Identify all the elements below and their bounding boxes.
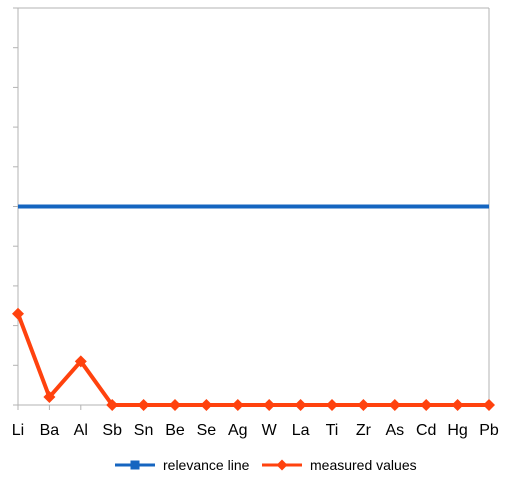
- x-tick-label: Zr: [356, 422, 372, 439]
- legend: relevance line measured values: [115, 457, 417, 473]
- x-tick-label: Ba: [40, 422, 60, 439]
- legend-label: measured values: [310, 457, 417, 473]
- x-tick-label: Al: [74, 422, 88, 439]
- x-axis-labels: Li Ba Al Sb Sn Be Se Ag W La Ti Zr As Cd Hg Pb: [12, 422, 499, 439]
- x-tick-label: Pb: [479, 422, 499, 439]
- legend-entry: measured values: [262, 457, 417, 473]
- series-measured-values: [12, 307, 495, 411]
- data-point: [169, 399, 181, 411]
- series-layer: [12, 204, 495, 411]
- data-point: [106, 399, 119, 411]
- x-tick-label: Hg: [447, 422, 467, 439]
- data-point: [388, 399, 401, 411]
- x-tick-label: La: [292, 422, 310, 439]
- legend-entry: relevance line: [115, 457, 250, 473]
- x-tick-label: As: [385, 422, 404, 439]
- data-point: [326, 399, 338, 411]
- x-tick-label: Be: [165, 422, 185, 439]
- x-tick-label: Sn: [134, 422, 154, 439]
- x-tick-label: Se: [197, 422, 217, 439]
- data-point: [12, 307, 24, 320]
- legend-label: relevance line: [163, 457, 250, 473]
- x-tick-label: W: [262, 422, 278, 439]
- data-point: [294, 399, 307, 411]
- data-point: [263, 399, 276, 411]
- data-point: [74, 355, 87, 368]
- x-tick-label: Ag: [228, 422, 248, 439]
- x-tick-label: Li: [12, 422, 24, 439]
- data-point: [357, 399, 370, 411]
- data-point: [231, 399, 244, 411]
- y-axis-ticks: [13, 7, 18, 406]
- x-tick-label: Ti: [326, 422, 339, 439]
- data-point: [43, 391, 56, 404]
- x-tick-label: Cd: [416, 422, 436, 439]
- legend-marker: [276, 459, 288, 471]
- data-point: [200, 399, 213, 411]
- x-tick-label: Sb: [102, 422, 122, 439]
- legend-marker: [130, 460, 140, 470]
- data-point: [483, 399, 495, 411]
- data-point: [137, 399, 150, 411]
- series-line: [16, 312, 489, 407]
- data-point: [451, 399, 464, 411]
- data-point: [420, 399, 433, 411]
